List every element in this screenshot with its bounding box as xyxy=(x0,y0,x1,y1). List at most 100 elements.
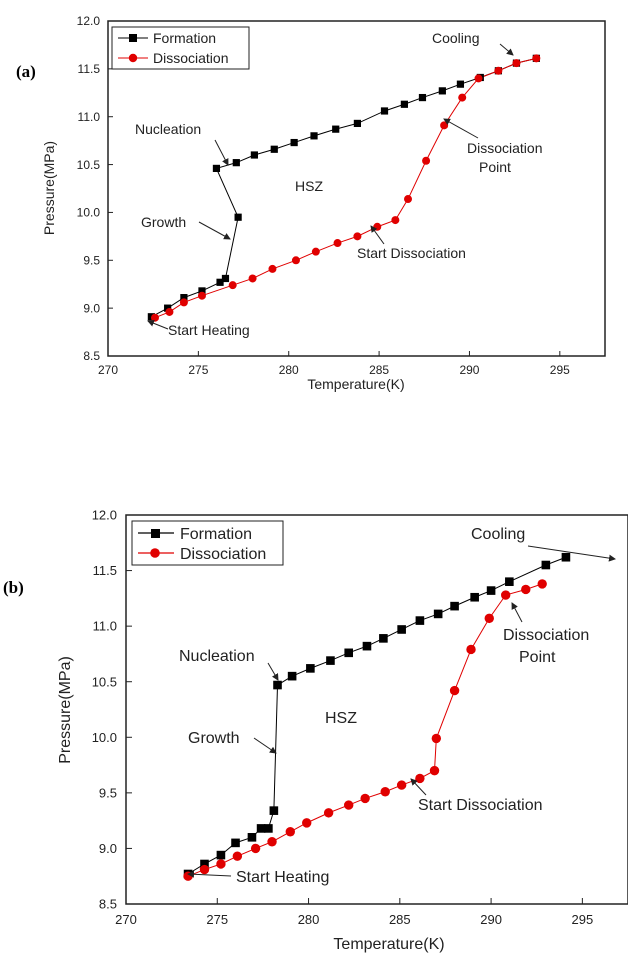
formation-point xyxy=(231,838,240,848)
dissociation-point xyxy=(323,808,334,818)
formation-point xyxy=(353,119,362,128)
annotations-b: Cooling Nucleation Growth HSZ Dissociati… xyxy=(179,526,616,886)
x-tick-label: 275 xyxy=(206,912,228,927)
legend-box-b xyxy=(131,520,284,566)
legend-label-dissociation-a: Dissociation xyxy=(153,50,228,66)
dissociation-point xyxy=(494,66,503,75)
formation-series-line-a xyxy=(151,57,537,318)
annotation-arrow-nucleation-b xyxy=(267,662,279,681)
dissociation-point xyxy=(199,864,210,875)
x-tick-label: 270 xyxy=(115,912,137,927)
formation-point xyxy=(332,125,340,133)
formation-point xyxy=(561,552,571,562)
annotation-hsz-a: HSZ xyxy=(295,178,323,194)
dissociation-point xyxy=(458,93,467,102)
annotations-a: Cooling Nucleation Growth HSZ Dissociati… xyxy=(135,30,542,338)
formation-point xyxy=(306,664,315,673)
formation-point xyxy=(438,87,446,95)
dissociation-point xyxy=(285,827,295,837)
formation-point xyxy=(234,213,242,221)
dissociation-point xyxy=(291,256,300,265)
legend-marker-formation-a xyxy=(129,34,137,42)
formation-point xyxy=(400,100,408,108)
annotation-growth-a: Growth xyxy=(141,214,186,230)
x-tick-label: 270 xyxy=(98,363,118,377)
dissociation-point xyxy=(250,843,261,854)
annotation-nucleation-b: Nucleation xyxy=(179,648,255,665)
dissociation-point xyxy=(248,274,257,283)
y-axis-label-a: Pressure(MPa) xyxy=(41,141,57,235)
formation-point xyxy=(200,859,209,869)
series-lines-b xyxy=(187,556,567,877)
formation-point xyxy=(344,648,354,658)
x-tick-label: 295 xyxy=(572,912,594,927)
dissociation-point xyxy=(521,584,531,595)
dissociation-point xyxy=(449,685,460,696)
dissociation-point xyxy=(415,773,425,784)
y-tick-label: 12.0 xyxy=(77,14,101,28)
formation-point xyxy=(380,107,389,115)
formation-series-line-b xyxy=(187,556,567,875)
formation-point xyxy=(221,274,230,283)
formation-point xyxy=(450,601,459,611)
annotation-arrow-nucleation-a xyxy=(214,139,229,166)
annotation-point-a: Point xyxy=(479,159,511,175)
x-tick-label: 275 xyxy=(188,363,208,377)
formation-point xyxy=(541,560,551,570)
annotation-start-heating-b: Start Heating xyxy=(236,869,329,886)
dissociation-point xyxy=(216,859,226,869)
dissociation-point xyxy=(396,780,407,790)
dissociation-point xyxy=(311,247,320,256)
annotation-arrow-cooling-b xyxy=(527,545,616,562)
x-axis-label-a: Temperature(K) xyxy=(307,376,404,392)
formation-point xyxy=(247,833,257,842)
annotation-start-dissociation-b: Start Dissociation xyxy=(418,797,543,814)
legend-marker-dissociation-b xyxy=(150,548,160,558)
legend-marker-dissociation-a xyxy=(128,53,138,63)
y-tick-label: 10.5 xyxy=(92,674,117,689)
formation-point xyxy=(290,138,298,147)
dissociation-point xyxy=(150,313,159,322)
annotation-growth-b: Growth xyxy=(188,730,240,747)
formation-point xyxy=(216,278,224,286)
annotation-arrow-cooling-a xyxy=(499,43,514,56)
y-axis-b: 8.5 9.0 9.5 10.0 10.5 11.0 11.5 12.0 xyxy=(92,508,132,912)
annotation-dissociation-a: Dissociation xyxy=(467,140,542,156)
dissociation-point xyxy=(228,281,237,290)
dissociation-point xyxy=(429,765,440,776)
formation-point xyxy=(256,824,266,833)
annotation-dissociation-b: Dissociation xyxy=(503,627,589,644)
formation-point xyxy=(180,294,188,302)
annotation-hsz-b: HSZ xyxy=(325,710,357,727)
formation-point xyxy=(310,132,318,140)
x-tick-label: 290 xyxy=(459,363,479,377)
annotation-arrow-start-heating-a xyxy=(147,319,169,330)
dissociation-point xyxy=(267,837,277,847)
legend-a: Formation Dissociation xyxy=(111,26,250,70)
legend-label-formation-b: Formation xyxy=(180,526,252,543)
annotation-cooling-b: Cooling xyxy=(471,526,525,543)
legend-label-dissociation-b: Dissociation xyxy=(180,546,266,563)
formation-point xyxy=(415,616,425,625)
dissociation-point xyxy=(165,307,174,316)
x-tick-label: 290 xyxy=(480,912,502,927)
dissociation-point xyxy=(344,800,354,810)
dissociation-point xyxy=(302,818,312,828)
dissociation-series-line-b xyxy=(187,583,543,877)
y-tick-label: 11.0 xyxy=(93,619,117,634)
dissociation-point xyxy=(333,239,342,248)
dissociation-point xyxy=(179,298,188,307)
y-axis-a: 8.5 9.0 9.5 10.0 10.5 11.0 11.5 12.0 xyxy=(77,14,113,363)
dissociation-point xyxy=(440,121,449,130)
y-axis-label-b: Pressure(MPa) xyxy=(57,656,74,764)
dissociation-point xyxy=(380,787,390,797)
annotation-start-dissociation-a: Start Dissociation xyxy=(357,245,466,261)
formation-point xyxy=(505,577,514,586)
series-markers-b xyxy=(183,552,571,881)
dissociation-point xyxy=(512,59,521,68)
legend-b: Formation Dissociation xyxy=(131,520,284,566)
formation-point xyxy=(470,592,479,602)
formation-point xyxy=(264,824,273,833)
annotation-arrow-growth-b xyxy=(253,737,277,754)
